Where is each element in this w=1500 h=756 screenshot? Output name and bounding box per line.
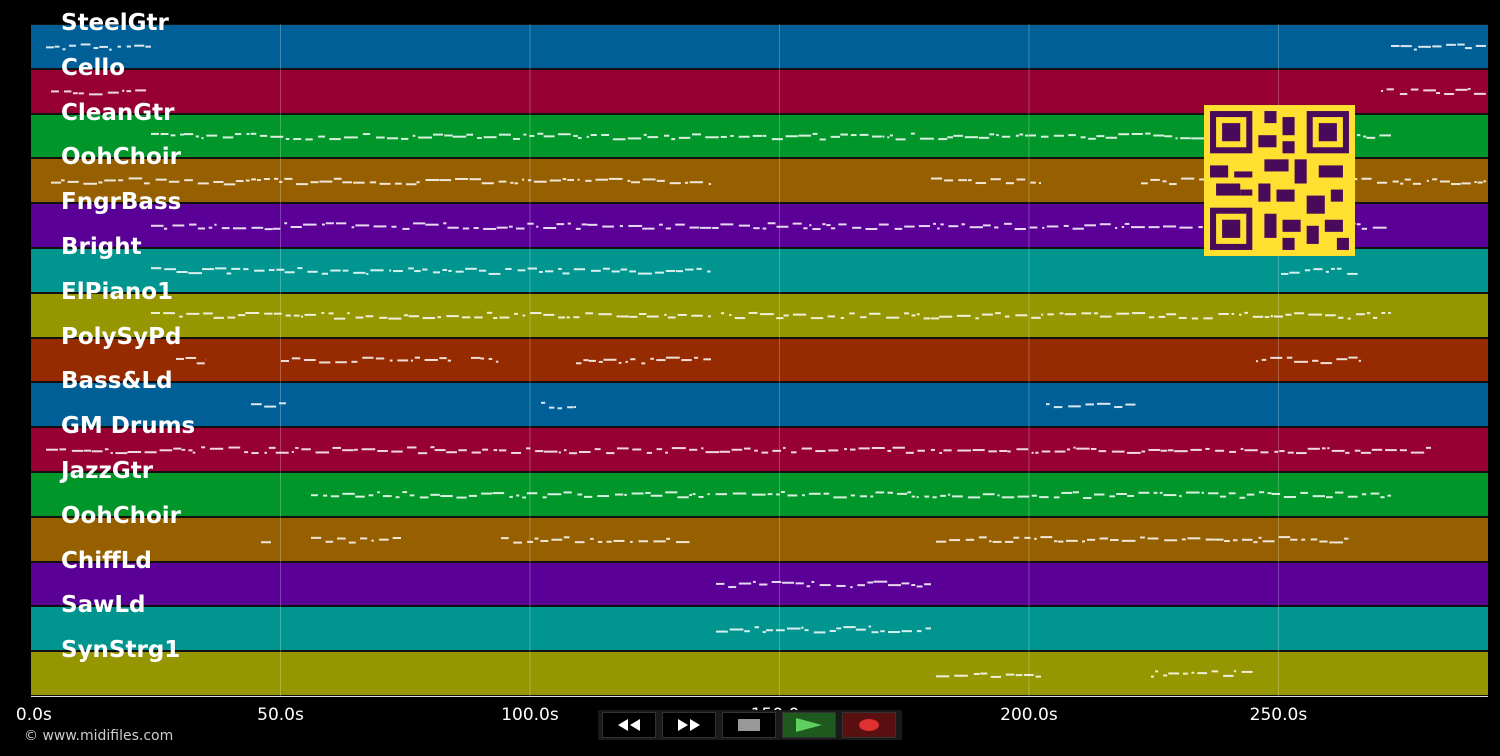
track-label: ElPiano1 [61, 278, 174, 305]
track-lane [31, 472, 1488, 517]
track-lane [31, 427, 1488, 472]
track-label: PolySyPd [61, 323, 182, 350]
track-lane [31, 24, 1488, 69]
tick-label: 0.0s [15, 705, 52, 725]
track-label: Cello [61, 54, 126, 81]
record-icon [859, 719, 879, 731]
track-lane [31, 606, 1488, 652]
stop-icon [738, 719, 760, 731]
track-lane [31, 561, 1488, 607]
track-lane [31, 337, 1488, 383]
stop-button[interactable] [722, 712, 776, 738]
copyright-text: © www.midifiles.com [24, 728, 174, 744]
track-label: SteelGtr [61, 10, 169, 36]
track-label: ChiffLd [61, 547, 152, 574]
tick-label: 250.0s [1249, 705, 1308, 725]
tick-label: 200.0s [1000, 705, 1058, 725]
tick-label: 50.0s [257, 705, 304, 725]
track-label: Bright [61, 234, 142, 260]
track-lane [31, 382, 1488, 428]
track-label: SawLd [61, 592, 146, 619]
track-lane [31, 292, 1488, 338]
track-label: OohChoir [61, 144, 182, 171]
play-icon [796, 718, 822, 732]
track-label: CleanGtr [61, 99, 175, 126]
play-button[interactable] [782, 712, 836, 738]
fast-forward-button[interactable] [662, 712, 716, 738]
track-label: JazzGtr [61, 458, 154, 484]
track-label: OohChoir [61, 502, 182, 529]
fast-forward-icon [678, 719, 700, 731]
track-lane [31, 651, 1488, 696]
rewind-icon [618, 719, 640, 731]
rewind-button[interactable] [602, 712, 656, 738]
track-label: FngrBass [61, 189, 182, 216]
track-lane [31, 516, 1488, 562]
track-label: SynStrg1 [61, 637, 181, 664]
track-label: GM Drums [61, 413, 196, 440]
tick-label: 100.0s [501, 705, 559, 725]
transport-controls [598, 710, 902, 740]
time-axis [31, 696, 1488, 697]
track-label: Bass&Ld [61, 368, 173, 395]
qr-code-icon[interactable] [1204, 105, 1355, 256]
record-button[interactable] [842, 712, 896, 738]
qr-code-graphic [1210, 111, 1349, 250]
